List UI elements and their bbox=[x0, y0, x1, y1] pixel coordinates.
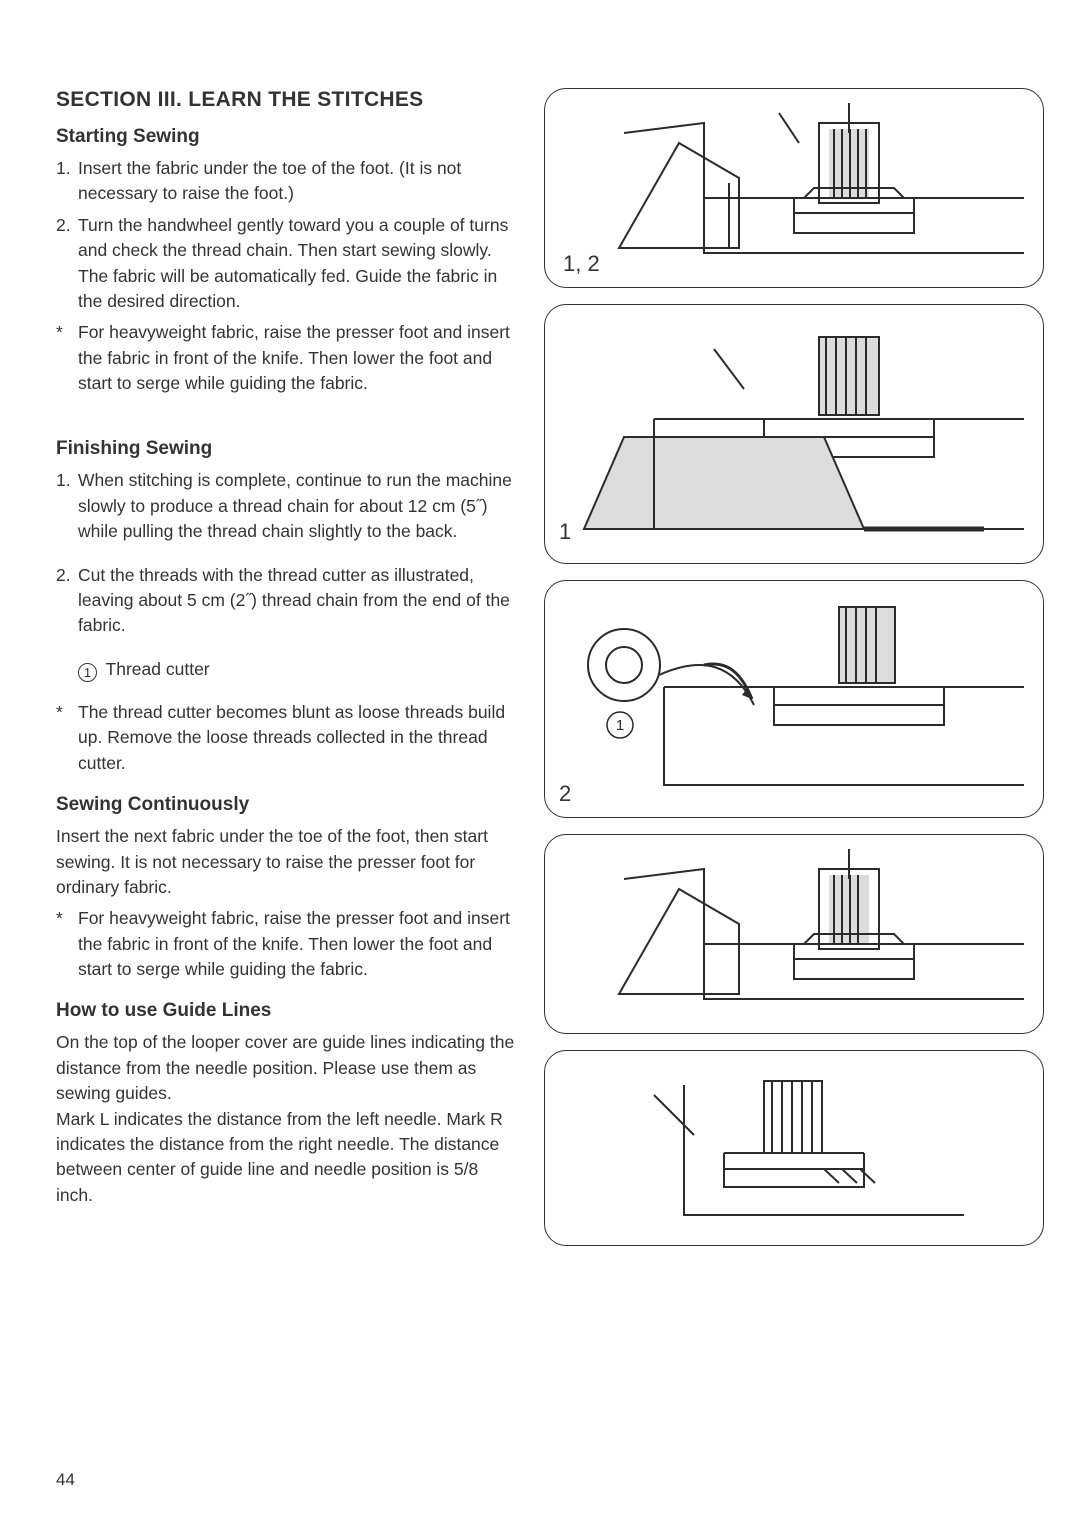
figure-thread-cutter: 1 2 bbox=[544, 580, 1044, 818]
finishing-heading: Finishing Sewing bbox=[56, 438, 516, 460]
figure-guide-lines bbox=[544, 1050, 1044, 1246]
figure-svg bbox=[564, 103, 1024, 273]
finishing-item-2: 2. Cut the threads with the thread cutte… bbox=[56, 563, 516, 639]
list-text: Turn the handwheel gently toward you a c… bbox=[78, 213, 516, 315]
figure-label: 1 bbox=[559, 519, 571, 545]
callout-circle-number: 1 bbox=[78, 663, 97, 682]
list-number: 2. bbox=[56, 563, 78, 639]
finishing-star-note: * The thread cutter becomes blunt as loo… bbox=[56, 700, 516, 776]
starting-item-2: 2. Turn the handwheel gently toward you … bbox=[56, 213, 516, 315]
star-mark: * bbox=[56, 320, 78, 396]
continuous-para: Insert the next fabric under the toe of … bbox=[56, 824, 516, 900]
finishing-item-1: 1. When stitching is complete, continue … bbox=[56, 468, 516, 544]
guides-heading: How to use Guide Lines bbox=[56, 1000, 516, 1022]
figure-starting-sewing: 1, 2 bbox=[544, 88, 1044, 288]
figure-svg: 1 bbox=[564, 595, 1024, 803]
starting-item-1: 1. Insert the fabric under the toe of th… bbox=[56, 156, 516, 207]
list-text: Cut the threads with the thread cutter a… bbox=[78, 563, 516, 639]
guides-para: On the top of the looper cover are guide… bbox=[56, 1030, 516, 1208]
figure-label: 1, 2 bbox=[563, 251, 600, 277]
figure-svg bbox=[564, 319, 1024, 549]
starting-heading: Starting Sewing bbox=[56, 126, 516, 148]
text-column: SECTION III. LEARN THE STITCHES Starting… bbox=[56, 88, 516, 1246]
star-text: For heavyweight fabric, raise the presse… bbox=[78, 906, 516, 982]
figure-label: 2 bbox=[559, 781, 571, 807]
starting-star-note: * For heavyweight fabric, raise the pres… bbox=[56, 320, 516, 396]
figure-svg bbox=[564, 1065, 1024, 1231]
section-title: SECTION III. LEARN THE STITCHES bbox=[56, 88, 516, 112]
list-number: 1. bbox=[56, 156, 78, 207]
list-number: 2. bbox=[56, 213, 78, 315]
figure-callout-number: 1 bbox=[616, 717, 624, 734]
star-mark: * bbox=[56, 906, 78, 982]
figure-column: 1, 2 bbox=[544, 88, 1044, 1246]
figure-sewing-continuously bbox=[544, 834, 1044, 1034]
figure-finishing-chain: 1 bbox=[544, 304, 1044, 564]
list-text: Insert the fabric under the toe of the f… bbox=[78, 156, 516, 207]
thread-cutter-callout: 1 Thread cutter bbox=[56, 657, 516, 682]
page-number: 44 bbox=[56, 1470, 75, 1490]
figure-svg bbox=[564, 849, 1024, 1019]
star-text: The thread cutter becomes blunt as loose… bbox=[78, 700, 516, 776]
page-layout: SECTION III. LEARN THE STITCHES Starting… bbox=[56, 88, 1024, 1246]
callout-label: Thread cutter bbox=[106, 659, 210, 679]
star-text: For heavyweight fabric, raise the presse… bbox=[78, 320, 516, 396]
list-text: When stitching is complete, continue to … bbox=[78, 468, 516, 544]
continuous-star-note: * For heavyweight fabric, raise the pres… bbox=[56, 906, 516, 982]
list-number: 1. bbox=[56, 468, 78, 544]
star-mark: * bbox=[56, 700, 78, 776]
continuous-heading: Sewing Continuously bbox=[56, 794, 516, 816]
